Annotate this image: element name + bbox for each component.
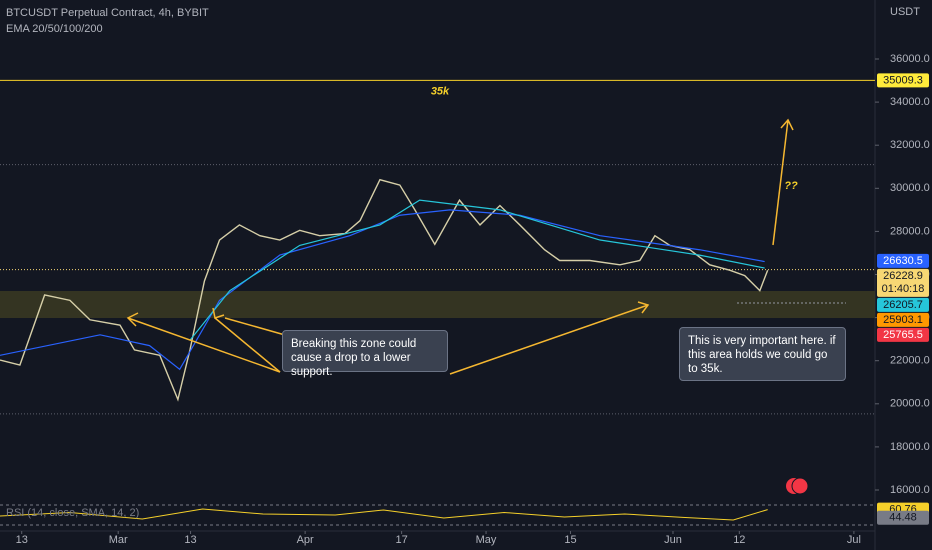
countdown: 01:40:18 [882,283,925,295]
price-tag-label: 25765.5 [883,329,923,341]
y-tick-label: 30000.0 [890,182,930,194]
x-tick-label: Jun [664,534,682,546]
price-line [189,199,765,341]
x-tick-label: 17 [395,534,407,546]
arrow-head [780,118,794,131]
y-tick-label: 34000.0 [890,96,930,108]
arrow [214,317,281,373]
chart-title: BTCUSDT Perpetual Contract, 4h, BYBIT [6,7,209,19]
rsi-tag-label: 44.48 [889,512,917,524]
callout: This is very important here. if this are… [679,327,846,381]
indicator-label: EMA 20/50/100/200 [6,23,103,35]
x-tick-label: Mar [109,534,128,546]
key-level-label: 35k [431,85,450,97]
y-tick-label: 16000.0 [890,484,930,496]
target-label: ?? [784,180,798,192]
price-tag-label: 26205.7 [883,299,923,311]
arrow [127,317,281,373]
y-tick-label: 28000.0 [890,225,930,237]
arrow [224,317,286,336]
price-tag [877,253,929,268]
arrow [772,119,789,246]
price-tag-label: 26228.9 [883,270,923,282]
arrow-head [126,312,139,327]
y-tick-label: 18000.0 [890,441,930,453]
x-tick-label: 13 [16,534,28,546]
x-tick-label: May [476,534,497,546]
callout: Breaking this zone could cause a drop to… [282,330,448,378]
y-tick-label: 20000.0 [890,398,930,410]
y-tick-label: 22000.0 [890,355,930,367]
y-tick-label: 32000.0 [890,139,930,151]
rsi-label: RSI (14, close, SMA, 14, 2) [6,507,139,519]
x-tick-label: 15 [564,534,576,546]
price-tag-label: 26630.5 [883,255,923,267]
price-tag [877,268,929,297]
x-tick-label: 12 [733,534,745,546]
price-tag-label: 25903.1 [883,314,923,326]
price-tag [877,297,929,312]
price-line [0,178,769,402]
rsi-line [0,508,768,521]
price-tag [877,312,929,327]
y-tick-label: 36000.0 [890,53,930,65]
price-tag-label: 35009.3 [883,74,923,86]
arrow-head [637,301,650,314]
arrows [126,118,794,375]
event-icon [791,477,809,495]
arrow [449,304,649,375]
x-tick-label: Apr [297,534,314,546]
support-zone [0,291,875,319]
price-tag [877,73,929,88]
currency: USDT [890,6,920,18]
x-tick-label: Jul [847,534,861,546]
price-tag [877,327,929,342]
rsi-tag [877,510,929,525]
price-line [0,209,765,371]
x-tick-label: 13 [184,534,196,546]
arrow-head [212,307,225,319]
